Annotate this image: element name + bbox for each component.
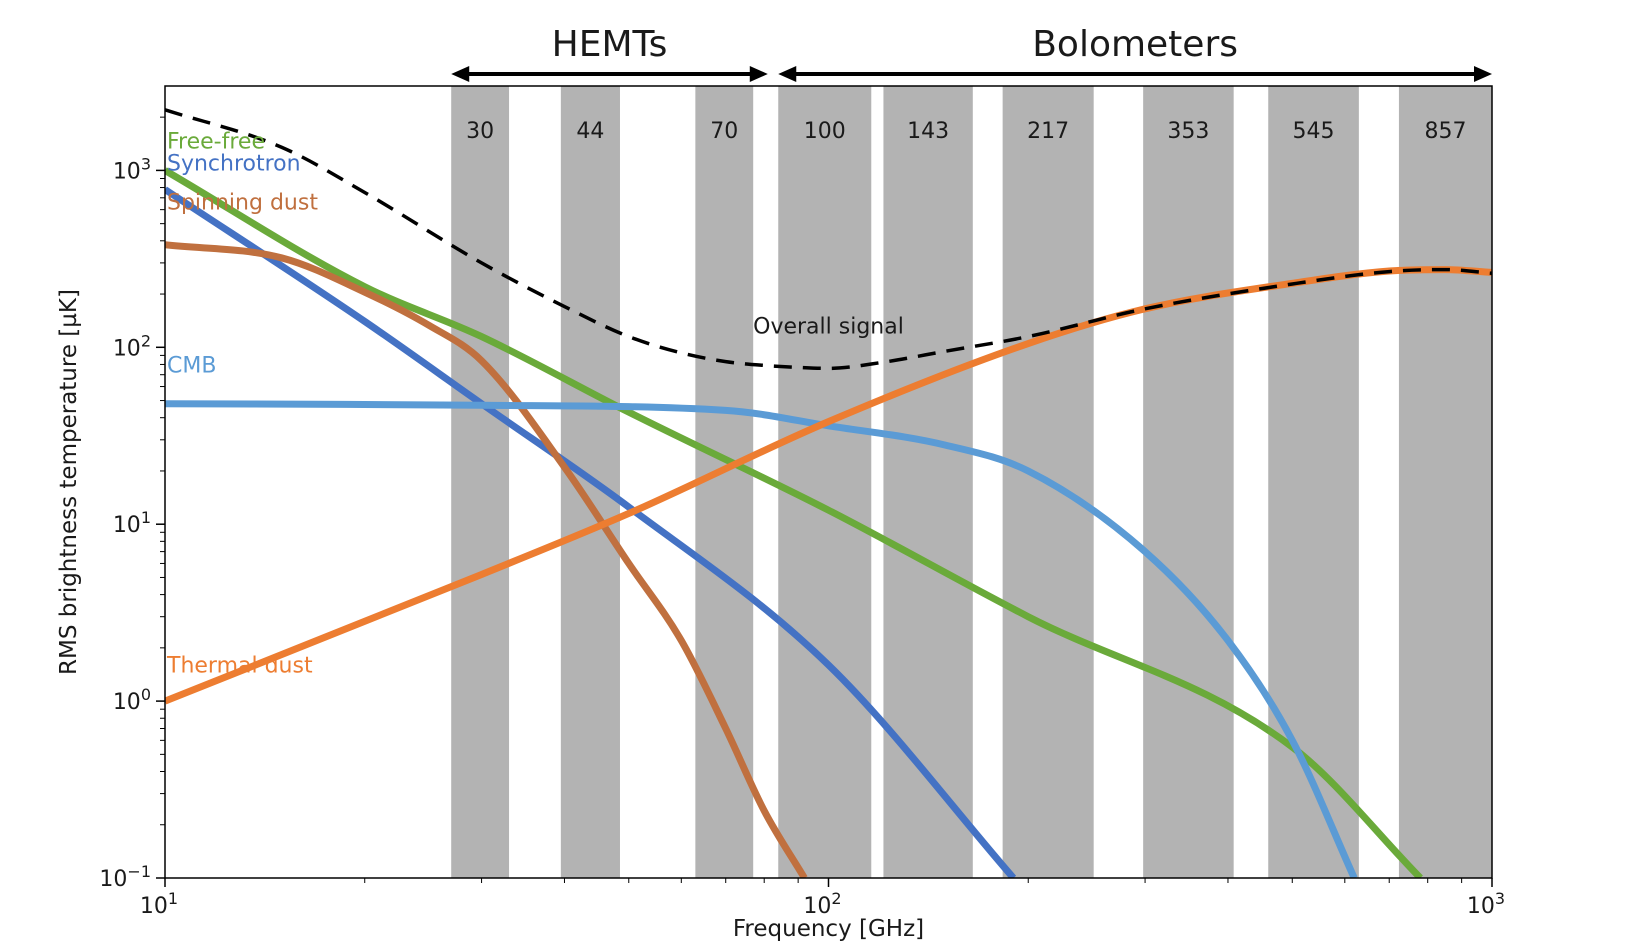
arrow-left-icon — [451, 66, 470, 82]
band-545 — [1268, 86, 1359, 878]
series-synchrotron — [165, 186, 1017, 878]
series-label-synchrotron: Synchrotron — [167, 151, 301, 176]
series-label-cmb: CMB — [167, 354, 216, 379]
band-label-545: 545 — [1293, 119, 1335, 144]
band-label-143: 143 — [907, 119, 949, 144]
series-curves — [165, 108, 1492, 878]
band-label-70: 70 — [710, 119, 738, 144]
group-label: Bolometers — [1032, 24, 1238, 65]
band-label-100: 100 — [804, 119, 846, 144]
series-spinning-dust — [165, 241, 808, 878]
band-label-44: 44 — [576, 119, 604, 144]
x-axis-title: Frequency [GHz] — [733, 916, 924, 942]
series-label-overall-signal: Overall signal — [753, 314, 904, 339]
group-hemts: HEMTs — [451, 24, 768, 82]
y-tick-base: 10 — [99, 867, 127, 892]
band-100 — [778, 86, 872, 878]
arrow-right-icon — [749, 66, 768, 82]
y-axis-title: RMS brightness temperature [µK] — [56, 289, 82, 675]
x-tick-label: 103 — [1467, 889, 1505, 919]
band-143 — [883, 86, 973, 878]
y-tick-exp: 0 — [141, 685, 151, 704]
series-free-free — [165, 167, 1423, 878]
band-label-217: 217 — [1027, 119, 1069, 144]
series-label-thermal-dust: Thermal dust — [166, 654, 313, 679]
y-tick-exp: 2 — [141, 331, 151, 350]
series-label-free-free: Free-free — [167, 129, 265, 154]
band-label-30: 30 — [466, 119, 494, 144]
x-tick-label: 102 — [803, 889, 841, 919]
x-tick-base: 10 — [1467, 894, 1495, 919]
series-label-spinning-dust: Spinning dust — [167, 191, 318, 216]
group-label: HEMTs — [552, 24, 668, 65]
series-overall-signal — [165, 108, 1492, 371]
band-857 — [1398, 86, 1492, 878]
x-tick-base: 10 — [140, 894, 168, 919]
y-tick-exp: −1 — [127, 862, 151, 881]
y-tick-base: 10 — [113, 336, 141, 361]
y-tick-label: 103 — [113, 154, 151, 184]
x-tick-exp: 2 — [831, 889, 841, 908]
band-label-353: 353 — [1167, 119, 1209, 144]
group-bolometers: Bolometers — [778, 24, 1492, 82]
x-tick-exp: 1 — [168, 889, 178, 908]
band-353 — [1143, 86, 1234, 878]
y-tick-base: 10 — [113, 690, 141, 715]
arrow-left-icon — [778, 66, 797, 82]
y-tick-label: 10−1 — [99, 862, 151, 892]
band-label-857: 857 — [1424, 119, 1466, 144]
x-axis: 101 102 103 — [140, 878, 1505, 919]
y-tick-exp: 1 — [141, 508, 151, 527]
y-tick-label: 100 — [113, 685, 151, 715]
detector-groups: HEMTs Bolometers — [451, 24, 1492, 82]
x-tick-label: 101 — [140, 889, 178, 919]
y-tick-exp: 3 — [141, 154, 151, 173]
arrow-right-icon — [1474, 66, 1492, 82]
y-tick-base: 10 — [113, 159, 141, 184]
y-tick-base: 10 — [113, 513, 141, 538]
x-tick-exp: 3 — [1495, 889, 1505, 908]
x-tick-base: 10 — [803, 894, 831, 919]
frequency-bands: 30 44 70 100 143 217 353 545 857 — [451, 86, 1492, 878]
band-30 — [451, 86, 510, 878]
series-cmb — [165, 400, 1358, 878]
y-tick-label: 101 — [113, 508, 151, 538]
y-tick-label: 102 — [113, 331, 151, 361]
